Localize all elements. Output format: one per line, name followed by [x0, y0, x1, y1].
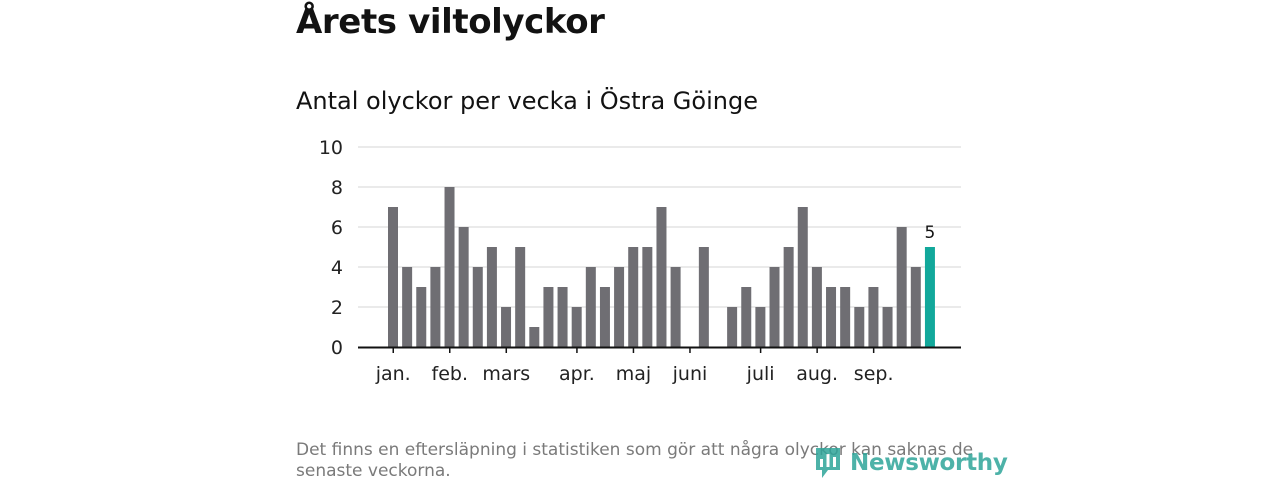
newsworthy-logo-icon	[816, 448, 840, 478]
bar	[585, 267, 596, 347]
bar	[571, 307, 582, 347]
bar	[529, 327, 540, 347]
brand-name: Newsworthy	[850, 450, 1008, 476]
bar	[444, 187, 455, 347]
x-tick-label: aug.	[796, 363, 838, 385]
bar	[628, 247, 639, 347]
bar	[501, 307, 512, 347]
bar	[458, 227, 469, 347]
bar	[698, 247, 709, 347]
bar	[741, 287, 752, 347]
bar	[727, 307, 738, 347]
x-tick-label: feb.	[432, 363, 468, 385]
x-tick-label: maj	[616, 363, 651, 385]
x-tick-label: juni	[672, 363, 708, 385]
data-label: 5	[925, 223, 936, 243]
x-tick-label: apr.	[559, 363, 595, 385]
y-tick-label: 2	[331, 297, 343, 319]
bar	[783, 247, 794, 347]
bar-chart: 0 2 4 6 8 10 5 jan. feb. mars apr. maj juni juli aug. s…	[319, 137, 961, 385]
bar	[656, 207, 667, 347]
chart-title: Antal olyckor per vecka i Östra Göinge	[296, 87, 758, 115]
y-tick-label: 8	[331, 177, 343, 199]
x-tick-label: mars	[482, 363, 530, 385]
footnote: Det finns en eftersläpning i statistiken…	[296, 440, 974, 481]
bar	[910, 267, 921, 347]
bar	[854, 307, 865, 347]
bar	[882, 307, 893, 347]
bar	[486, 247, 497, 347]
bar	[472, 267, 483, 347]
x-tick-label: jan.	[375, 363, 411, 385]
bar	[755, 307, 766, 347]
bar	[670, 267, 681, 347]
bar	[826, 287, 837, 347]
bar	[811, 267, 822, 347]
x-tick-label: juli	[746, 363, 775, 385]
bar	[388, 207, 398, 347]
bar	[416, 287, 427, 347]
bar	[840, 287, 851, 347]
y-tick-label: 6	[331, 217, 343, 239]
bar	[769, 267, 780, 347]
bar	[868, 287, 879, 347]
y-tick-label: 0	[331, 337, 343, 359]
bar	[557, 287, 568, 347]
bar	[430, 267, 441, 347]
y-tick-label: 10	[319, 137, 343, 159]
bar	[402, 267, 413, 347]
bar	[599, 287, 610, 347]
bar	[543, 287, 554, 347]
bar	[515, 247, 526, 347]
brand-logo: Newsworthy	[814, 446, 1008, 480]
y-tick-label: 4	[331, 257, 343, 279]
bar	[642, 247, 653, 347]
x-tick-label: sep.	[854, 363, 894, 385]
highlighted-bar	[924, 247, 935, 347]
bar	[797, 207, 808, 347]
page-title: Årets viltolyckor	[296, 2, 605, 42]
bar	[614, 267, 625, 347]
bar	[896, 227, 907, 347]
